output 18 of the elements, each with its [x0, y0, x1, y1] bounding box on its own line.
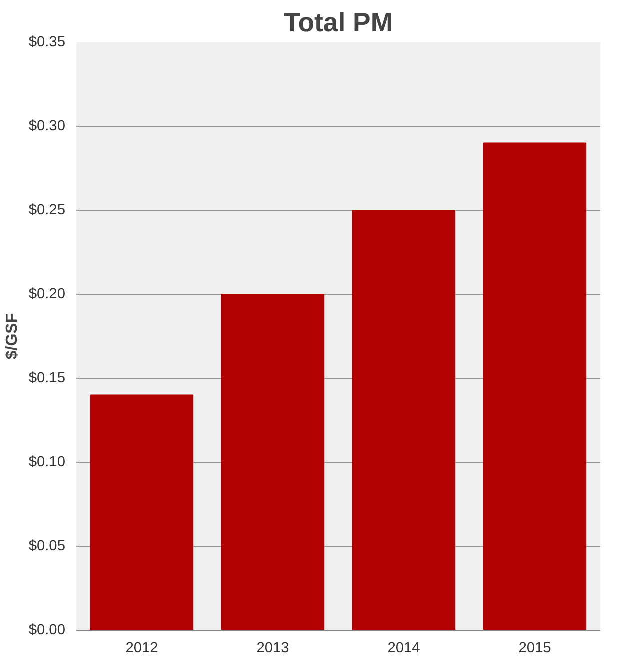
bar — [483, 142, 587, 630]
y-tick-label: $0.25 — [28, 202, 66, 218]
x-tick-label: 2012 — [126, 640, 158, 656]
chart-title: Total PM — [284, 8, 394, 38]
y-tick-label: $0.00 — [28, 622, 66, 638]
y-tick-label: $0.20 — [28, 286, 66, 302]
y-tick-label: $0.15 — [28, 370, 66, 386]
y-tick-label: $0.30 — [28, 118, 66, 134]
y-tick-label: $0.05 — [28, 538, 66, 554]
y-tick-label: $0.35 — [28, 34, 66, 50]
bar — [90, 394, 194, 630]
y-axis-title: $/GSF — [4, 313, 21, 360]
x-tick-label: 2013 — [256, 640, 290, 656]
y-tick-label: $0.10 — [28, 454, 66, 470]
x-tick-label: 2015 — [518, 640, 552, 656]
bar — [352, 210, 456, 630]
x-tick-label: 2014 — [388, 640, 420, 656]
bar — [221, 294, 325, 630]
